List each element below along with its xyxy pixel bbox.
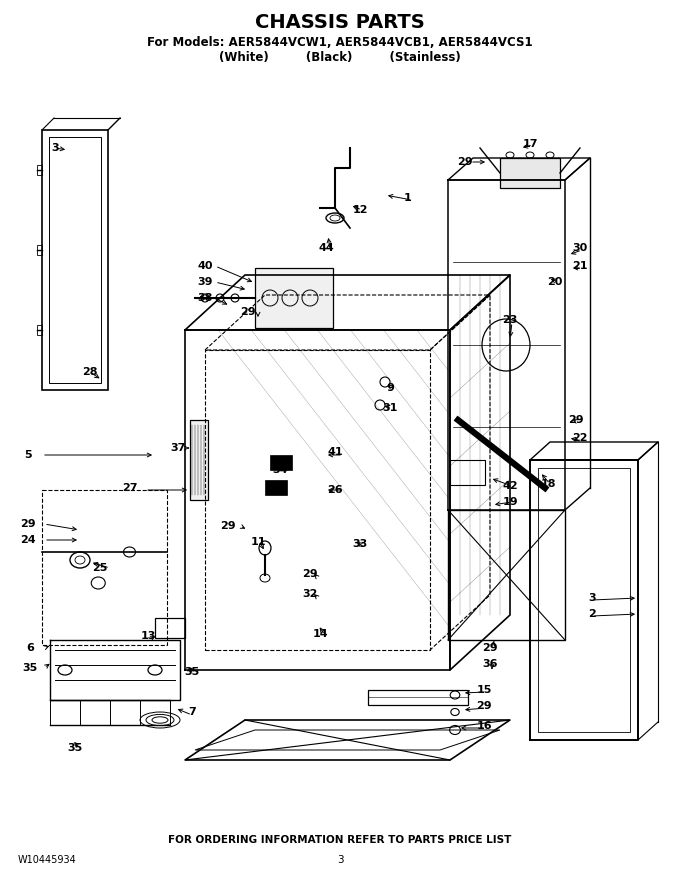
Text: 36: 36 xyxy=(482,659,498,669)
Text: 38: 38 xyxy=(197,293,213,303)
Bar xyxy=(368,690,468,705)
Text: 28: 28 xyxy=(82,367,98,377)
Text: FOR ORDERING INFORMATION REFER TO PARTS PRICE LIST: FOR ORDERING INFORMATION REFER TO PARTS … xyxy=(169,835,511,845)
Text: 2: 2 xyxy=(588,609,596,619)
Bar xyxy=(42,490,167,645)
Text: CHASSIS PARTS: CHASSIS PARTS xyxy=(255,12,425,32)
Text: 7: 7 xyxy=(188,707,196,717)
Text: 21: 21 xyxy=(573,261,588,271)
Text: 29: 29 xyxy=(482,643,498,653)
Text: 27: 27 xyxy=(122,483,138,493)
Text: 42: 42 xyxy=(503,481,517,491)
Text: 6: 6 xyxy=(26,643,34,653)
Text: 23: 23 xyxy=(503,315,517,325)
Text: 29: 29 xyxy=(476,701,492,711)
Bar xyxy=(37,325,42,335)
Text: 25: 25 xyxy=(92,563,107,573)
Bar xyxy=(270,455,292,470)
Text: 14: 14 xyxy=(312,629,328,639)
Text: 19: 19 xyxy=(503,497,517,507)
Text: 29: 29 xyxy=(220,521,236,531)
Text: 1: 1 xyxy=(404,193,412,203)
Text: 5: 5 xyxy=(24,450,32,460)
Text: 16: 16 xyxy=(476,721,492,731)
Bar xyxy=(42,130,108,390)
Text: 3: 3 xyxy=(337,855,343,865)
Text: 37: 37 xyxy=(170,443,186,453)
Text: 33: 33 xyxy=(352,539,368,549)
Text: 22: 22 xyxy=(573,433,588,443)
Text: 35: 35 xyxy=(184,667,200,677)
Bar xyxy=(265,480,287,495)
Text: 34: 34 xyxy=(272,465,288,475)
Text: W10445934: W10445934 xyxy=(18,855,77,865)
Text: 10: 10 xyxy=(272,485,288,495)
Bar xyxy=(37,245,42,255)
Text: 26: 26 xyxy=(327,485,343,495)
Text: 31: 31 xyxy=(382,403,398,413)
Bar xyxy=(155,618,185,638)
Bar xyxy=(538,468,630,732)
Text: 39: 39 xyxy=(197,277,213,287)
Bar xyxy=(500,158,560,188)
Text: 20: 20 xyxy=(547,277,562,287)
Text: 29: 29 xyxy=(240,307,256,317)
Text: 44: 44 xyxy=(318,243,334,253)
Bar xyxy=(448,510,565,640)
Text: 3: 3 xyxy=(588,593,596,603)
Text: 12: 12 xyxy=(352,205,368,215)
Text: 35: 35 xyxy=(22,663,37,673)
Bar xyxy=(190,420,208,500)
Text: (White)         (Black)         (Stainless): (White) (Black) (Stainless) xyxy=(219,52,461,64)
Bar xyxy=(255,268,333,328)
Text: 9: 9 xyxy=(386,383,394,393)
Text: 41: 41 xyxy=(327,447,343,457)
Bar xyxy=(49,137,101,383)
Text: 17: 17 xyxy=(522,139,538,149)
Text: 30: 30 xyxy=(573,243,588,253)
Text: 40: 40 xyxy=(197,261,213,271)
Text: 13: 13 xyxy=(140,631,156,641)
Text: 29: 29 xyxy=(568,415,584,425)
Text: 15: 15 xyxy=(476,685,492,695)
Text: For Models: AER5844VCW1, AER5844VCB1, AER5844VCS1: For Models: AER5844VCW1, AER5844VCB1, AE… xyxy=(147,35,533,48)
Text: 32: 32 xyxy=(303,589,318,599)
Text: 18: 18 xyxy=(540,479,556,489)
Text: 3: 3 xyxy=(51,143,58,153)
Bar xyxy=(37,165,42,175)
Text: 11: 11 xyxy=(250,537,266,547)
Text: 24: 24 xyxy=(20,535,36,545)
Bar xyxy=(450,460,485,485)
Text: 29: 29 xyxy=(20,519,36,529)
Text: 29: 29 xyxy=(457,157,473,167)
Text: 35: 35 xyxy=(67,743,83,753)
Text: 29: 29 xyxy=(302,569,318,579)
